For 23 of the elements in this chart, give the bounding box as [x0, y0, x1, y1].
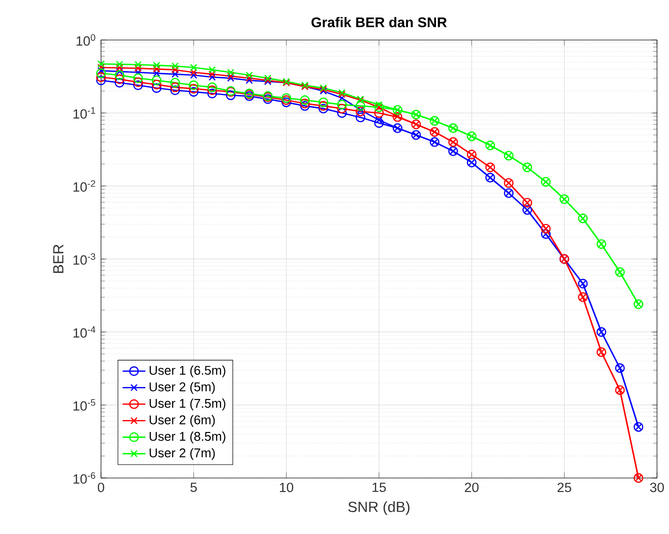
x-tick-label: 5: [190, 482, 197, 492]
legend-label: User 1 (7.5m): [150, 398, 226, 410]
legend-label: User 1 (6.5m): [150, 366, 226, 378]
x-tick-label: 25: [558, 482, 572, 492]
x-tick-label: 10: [280, 482, 294, 492]
x-tick-label: 15: [372, 482, 386, 492]
x-axis-title: SNR (dB): [348, 501, 410, 515]
x-tick-label: 30: [650, 482, 664, 492]
y-tick-label: 10$^{-2}$: [74, 180, 96, 192]
legend-label: User 2 (7m): [150, 448, 215, 460]
x-tick-label: 20: [464, 482, 479, 492]
y-tick-label: 10$^{-3}$: [74, 253, 96, 265]
y-tick-label: 10$^{-1}$: [74, 107, 96, 119]
chart-title: Grafik BER dan SNR: [311, 17, 447, 28]
y-tick-label: 10$^{-6}$: [74, 472, 96, 484]
legend-label: User 1 (8.5m): [150, 432, 226, 444]
y-tick-label: 10$^{0}$: [76, 34, 96, 46]
y-axis-title: BER: [53, 244, 64, 273]
x-tick-label: 0: [98, 482, 104, 492]
legend-label: User 2 (5m): [150, 382, 215, 394]
y-tick-label: 10$^{-5}$: [74, 399, 96, 411]
y-tick-label: 10$^{-4}$: [74, 326, 96, 338]
legend-label: User 2 (6m): [150, 415, 215, 427]
